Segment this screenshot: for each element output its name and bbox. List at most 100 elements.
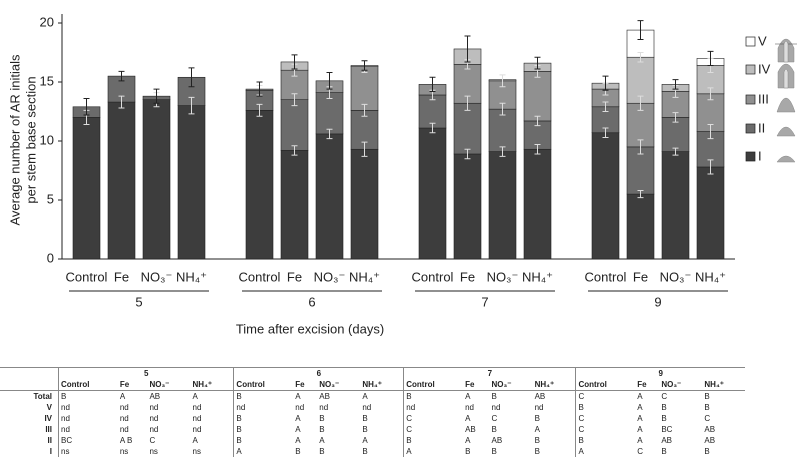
table-cell: A <box>637 436 643 445</box>
bar-segment <box>142 99 171 260</box>
error-bar <box>326 128 333 140</box>
table-cell: C <box>403 413 464 424</box>
table-cell: nd <box>119 403 129 412</box>
table-cell: A <box>465 436 471 445</box>
x-tick-label: NO₃⁻ <box>660 269 692 284</box>
x-tick-label: NH₄⁺ <box>695 269 726 284</box>
error-bar <box>83 98 90 116</box>
table-cell: B <box>491 447 497 456</box>
table-row: III nd nd nd nd B A B B C AB B A C A BC AB <box>0 424 745 435</box>
table-cell: A <box>637 425 643 434</box>
table-cell: Control <box>57 379 118 391</box>
table-cell: nd <box>362 403 372 412</box>
y-tick-label: 20 <box>40 14 54 29</box>
table-cell: B <box>534 436 540 445</box>
table-cell: B <box>575 402 636 413</box>
table-cell: A <box>465 392 471 401</box>
group-label: 7 <box>481 294 488 309</box>
table-cell: A <box>119 392 126 401</box>
table-cell: nd <box>491 403 501 412</box>
error-bar <box>637 95 644 111</box>
x-tick-label: Control <box>412 269 454 284</box>
table-cell: ns <box>119 447 129 456</box>
table-cell: C <box>149 436 156 445</box>
table-cell: A <box>295 425 301 434</box>
table-cell: nd <box>465 403 474 412</box>
table-cell: nd <box>149 414 159 423</box>
error-bar <box>534 56 541 70</box>
table-cell: B <box>362 414 368 423</box>
table-cell: IV <box>44 414 52 423</box>
table-cell: nd <box>319 403 329 412</box>
table-cell: A <box>362 392 368 401</box>
bar-segment <box>591 132 620 260</box>
error-bar <box>153 88 160 104</box>
table-cell: B <box>661 403 667 412</box>
bar-segment <box>523 71 552 122</box>
table-cell: B <box>465 447 471 456</box>
x-tick-label: NH₄⁺ <box>176 269 207 284</box>
x-tick-label: Control <box>585 269 627 284</box>
table-cell: nd <box>57 413 118 424</box>
legend-label: I <box>758 148 762 163</box>
x-tick-label: Fe <box>114 269 129 284</box>
error-bar <box>602 75 609 91</box>
error-bar <box>464 95 471 111</box>
legend-label: V <box>758 33 767 48</box>
bar-segment <box>350 66 379 111</box>
table-cell: B <box>233 390 294 402</box>
table-cell: AB <box>661 436 672 445</box>
table-cell: C <box>575 390 636 402</box>
table-cell: 6 <box>233 367 404 379</box>
table-cell: B <box>362 425 368 434</box>
table-cell: NH₄⁺ <box>360 379 404 391</box>
error-bar <box>602 127 609 138</box>
error-bar <box>672 112 679 123</box>
error-bar <box>464 35 471 63</box>
legend-label: III <box>758 91 769 106</box>
table-cell: 7 <box>403 367 576 379</box>
error-bar <box>291 93 298 107</box>
table-cell: III <box>45 425 52 434</box>
table-cell: AB <box>149 392 161 401</box>
error-bar <box>188 96 195 115</box>
table-cell: B <box>534 447 540 456</box>
table-cell: B <box>575 435 636 446</box>
table-cell: B <box>704 392 710 401</box>
error-bar <box>361 103 368 117</box>
table-cell: C <box>575 413 636 424</box>
bar-segment <box>488 151 517 260</box>
table-cell: B <box>362 447 368 456</box>
table-cell: A <box>575 446 636 457</box>
x-tick-label: Fe <box>633 269 648 284</box>
table-cell: A <box>295 414 301 423</box>
table-cell: B <box>403 390 464 402</box>
table-cell: C <box>661 392 668 401</box>
error-bar <box>256 103 263 117</box>
y-axis-label: per stem base section <box>23 76 38 203</box>
x-tick-label: Fe <box>287 269 302 284</box>
table-cell: NO₃⁻ <box>317 379 361 391</box>
table-cell: Fe <box>293 379 318 391</box>
table-cell: nd <box>149 425 159 434</box>
table-cell: A <box>233 446 294 457</box>
table-cell <box>0 379 59 391</box>
error-bar <box>118 95 125 109</box>
x-tick-label: Fe <box>460 269 475 284</box>
table-cell: AB <box>704 425 716 434</box>
stage-icons <box>775 38 797 163</box>
table-cell: nd <box>192 425 202 434</box>
table-cell: NO₃⁻ <box>489 379 533 391</box>
group-label: 6 <box>308 294 315 309</box>
x-tick-label: NO₃⁻ <box>141 269 173 284</box>
table-cell: A B <box>119 436 133 445</box>
bar-segment <box>107 101 136 260</box>
bar-segment <box>626 146 655 195</box>
bar-segment <box>661 151 690 260</box>
error-bar <box>637 20 644 41</box>
error-bar <box>499 74 506 88</box>
error-bar <box>256 81 263 97</box>
error-bar <box>707 87 714 101</box>
